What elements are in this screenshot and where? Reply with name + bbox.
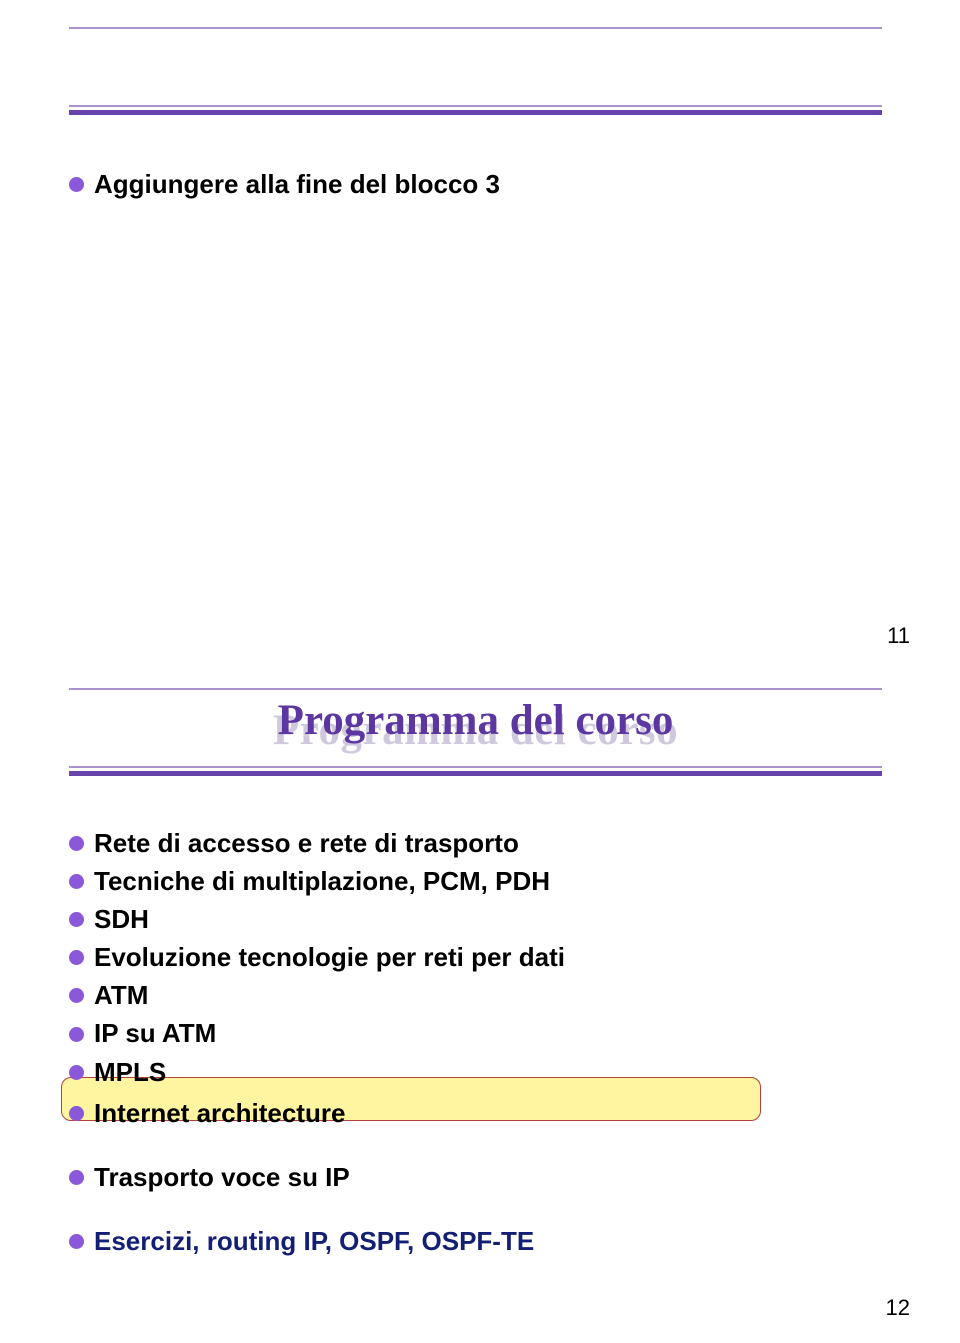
bullet-dot-icon [69,177,84,192]
bullet-item: IP su ATM [69,1016,882,1051]
bullet-item: MPLS [69,1055,882,1090]
bullet-text: IP su ATM [94,1016,216,1051]
slide-title: Programma del corso Programma del corso [69,696,882,745]
bullet-text: Evoluzione tecnologie per reti per dati [94,940,565,975]
slide-2: Programma del corso Programma del corso … [0,671,960,1343]
bullet-item: ATM [69,978,882,1013]
bullet-text: ATM [94,978,148,1013]
rule-thick [69,771,882,776]
title-area: Programma del corso Programma del corso [69,688,882,786]
bullet-item: Aggiungere alla fine del blocco 3 [69,167,882,202]
bullet-group-1: Rete di accesso e rete di trasporto Tecn… [69,826,882,1131]
bullet-dot-icon [69,950,84,965]
slide-1: Aggiungere alla fine del blocco 3 11 [0,0,960,671]
header-rules [69,27,882,115]
rule-thin-top [69,688,882,690]
bullet-text: Tecniche di multiplazione, PCM, PDH [94,864,550,899]
bullet-item: Esercizi, routing IP, OSPF, OSPF-TE [69,1224,882,1259]
bullet-group-3: Esercizi, routing IP, OSPF, OSPF-TE [69,1224,882,1259]
bullet-group-2: Trasporto voce su IP [69,1160,882,1195]
slide1-content: Aggiungere alla fine del blocco 3 [69,167,882,205]
bullet-item: Trasporto voce su IP [69,1160,882,1195]
bullet-dot-icon [69,912,84,927]
bullet-dot-icon [69,874,84,889]
rule-thick [69,110,882,115]
bullet-text: Trasporto voce su IP [94,1160,350,1195]
bullet-text: Internet architecture [94,1096,345,1131]
bullet-item: Evoluzione tecnologie per reti per dati [69,940,882,975]
bullet-item: Tecniche di multiplazione, PCM, PDH [69,864,882,899]
bullet-dot-icon [69,1065,84,1080]
bullet-text-emphasis: Esercizi, routing IP, OSPF, OSPF-TE [94,1224,534,1259]
slide2-content: Rete di accesso e rete di trasporto Tecn… [69,826,882,1262]
bullet-text: Rete di accesso e rete di trasporto [94,826,519,861]
bullet-dot-icon [69,988,84,1003]
bullet-dot-icon [69,1170,84,1185]
bullet-item-highlighted: Internet architecture [69,1093,882,1131]
title-main: Programma del corso [278,697,674,744]
bullet-dot-icon [69,1234,84,1249]
page-number: 11 [887,623,910,649]
spacer [69,1134,882,1160]
rule-thin-top [69,27,882,29]
bullet-text: MPLS [94,1055,166,1090]
rule-thin-bottom [69,766,882,768]
bullet-text: Aggiungere alla fine del blocco 3 [94,167,500,202]
rule-thin-bottom [69,105,882,107]
page-number: 12 [886,1295,910,1321]
bullet-dot-icon [69,1027,84,1042]
bullet-text: SDH [94,902,149,937]
bullet-dot-icon [69,836,84,851]
bullet-dot-icon [69,1106,84,1121]
spacer [69,1198,882,1224]
bullet-item: Rete di accesso e rete di trasporto [69,826,882,861]
bullet-item: SDH [69,902,882,937]
